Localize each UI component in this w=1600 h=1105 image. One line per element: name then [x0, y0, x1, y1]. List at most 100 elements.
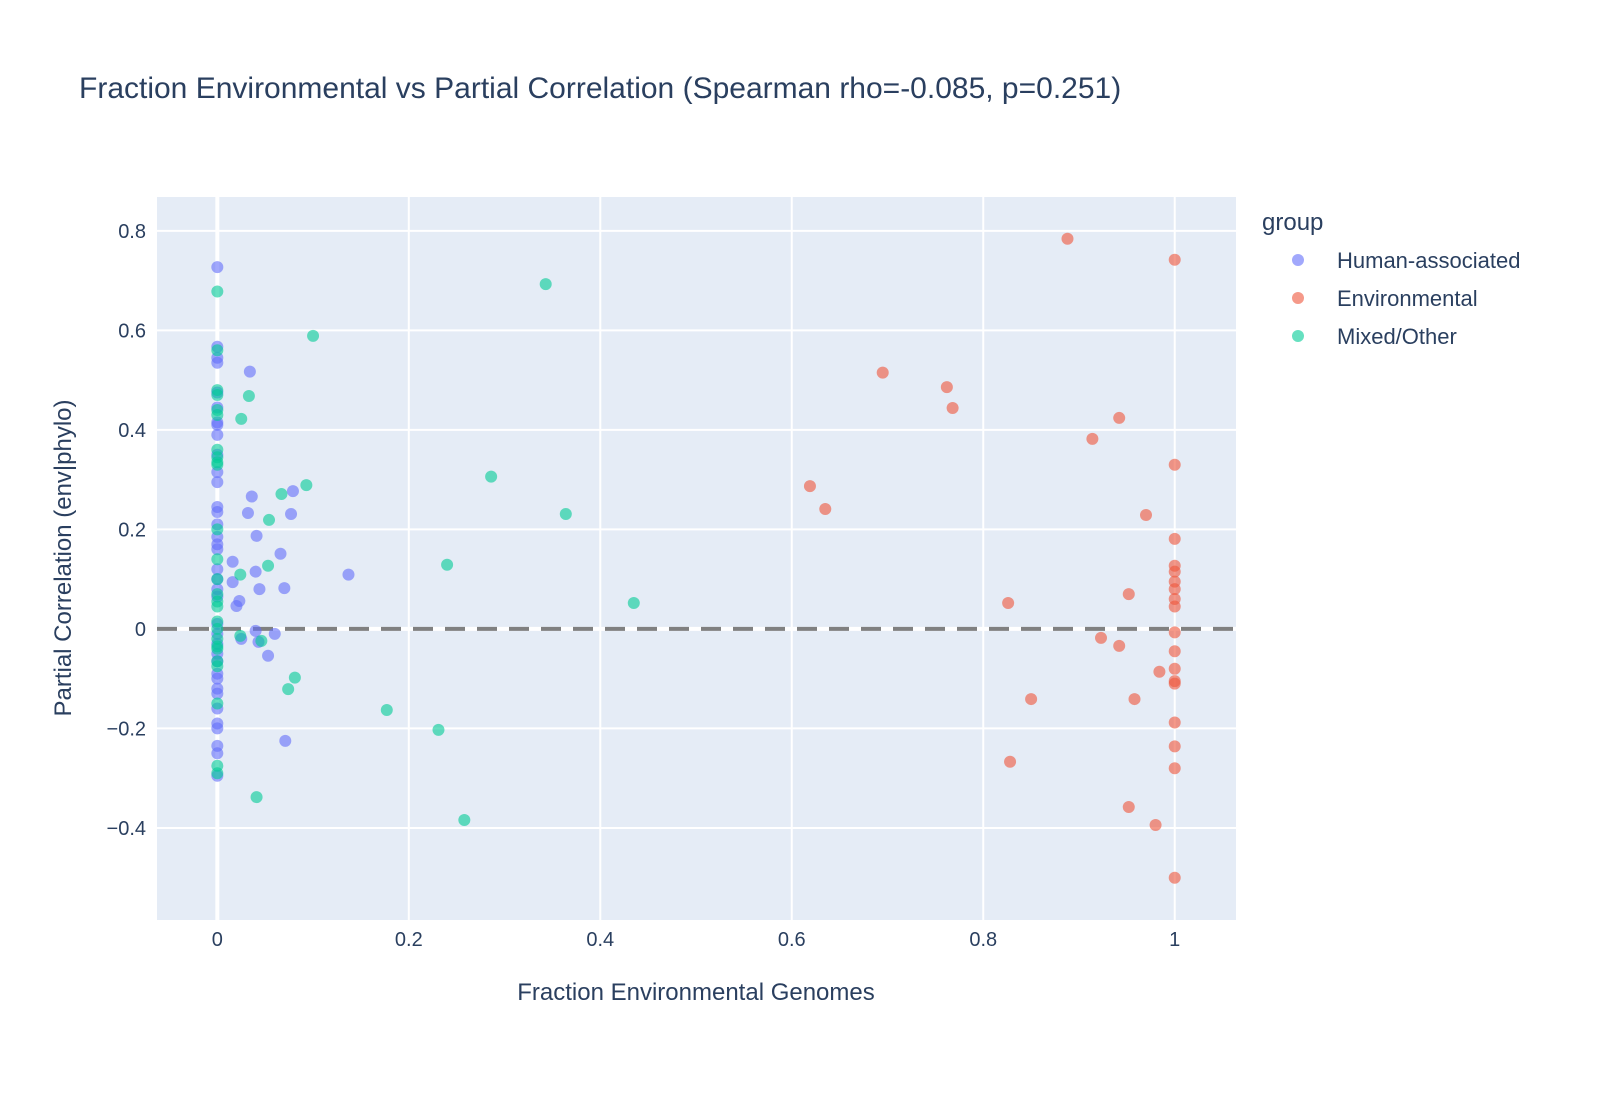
data-point[interactable] [274, 547, 287, 560]
data-point[interactable] [250, 529, 263, 542]
data-point[interactable] [803, 480, 816, 493]
data-point[interactable] [230, 600, 243, 613]
data-point[interactable] [253, 583, 266, 596]
data-point[interactable] [876, 366, 889, 379]
data-point[interactable] [1168, 662, 1181, 675]
data-point[interactable] [255, 634, 268, 647]
data-point[interactable] [268, 627, 281, 640]
data-point[interactable] [1168, 871, 1181, 884]
data-point[interactable] [211, 553, 224, 566]
data-point[interactable] [211, 672, 224, 685]
data-point[interactable] [262, 649, 275, 662]
data-point[interactable] [1168, 740, 1181, 753]
data-point[interactable] [211, 476, 224, 489]
legend-item[interactable]: Mixed/Other [1292, 324, 1457, 349]
data-point[interactable] [940, 381, 953, 394]
data-point[interactable] [1168, 716, 1181, 729]
data-point[interactable] [1149, 818, 1162, 831]
data-point[interactable] [1002, 597, 1015, 610]
data-point[interactable] [279, 734, 292, 747]
data-point[interactable] [441, 558, 454, 571]
data-point[interactable] [211, 356, 224, 369]
data-point[interactable] [211, 344, 224, 357]
data-point[interactable] [288, 671, 301, 684]
data-point[interactable] [249, 565, 262, 578]
data-point[interactable] [432, 723, 445, 736]
data-point[interactable] [243, 365, 256, 378]
data-point[interactable] [211, 523, 224, 536]
data-point[interactable] [234, 568, 247, 581]
data-point[interactable] [380, 704, 393, 717]
data-point[interactable] [250, 791, 263, 804]
data-point[interactable] [211, 285, 224, 298]
data-point[interactable] [275, 488, 288, 501]
data-point[interactable] [1122, 588, 1135, 601]
data-point[interactable] [211, 642, 224, 655]
data-point[interactable] [211, 563, 224, 576]
legend-item[interactable]: Human-associated [1292, 248, 1520, 273]
data-point[interactable] [211, 622, 224, 635]
data-point[interactable] [1086, 432, 1099, 445]
data-point[interactable] [627, 597, 640, 610]
data-point[interactable] [262, 559, 275, 572]
data-point[interactable] [211, 505, 224, 518]
data-point[interactable] [242, 390, 255, 403]
data-point[interactable] [1095, 631, 1108, 644]
data-point[interactable] [211, 428, 224, 441]
data-point[interactable] [1168, 532, 1181, 545]
data-point[interactable] [211, 418, 224, 431]
data-point[interactable] [1128, 693, 1141, 706]
data-point[interactable] [539, 278, 552, 291]
data-point[interactable] [226, 576, 239, 589]
data-point[interactable] [211, 261, 224, 274]
data-point[interactable] [819, 502, 832, 515]
data-point[interactable] [211, 573, 224, 586]
data-point[interactable] [1113, 411, 1126, 424]
data-point[interactable] [342, 568, 355, 581]
data-point[interactable] [1168, 565, 1181, 578]
data-point[interactable] [307, 329, 320, 342]
data-point[interactable] [211, 747, 224, 760]
data-point[interactable] [1168, 645, 1181, 658]
data-point[interactable] [1122, 801, 1135, 814]
data-point[interactable] [1025, 693, 1038, 706]
data-point[interactable] [1168, 677, 1181, 690]
data-point[interactable] [458, 813, 471, 826]
data-point[interactable] [211, 543, 224, 556]
data-point[interactable] [211, 458, 224, 471]
data-point[interactable] [226, 555, 239, 568]
data-point[interactable] [1113, 639, 1126, 652]
data-point[interactable] [211, 697, 224, 710]
data-point[interactable] [234, 629, 247, 642]
data-point[interactable] [1168, 458, 1181, 471]
data-point[interactable] [1168, 253, 1181, 266]
data-point[interactable] [946, 401, 959, 414]
data-point[interactable] [211, 687, 224, 700]
data-point[interactable] [211, 767, 224, 780]
data-point[interactable] [211, 660, 224, 673]
data-point[interactable] [1168, 600, 1181, 613]
data-point[interactable] [249, 624, 262, 637]
data-point[interactable] [1168, 583, 1181, 596]
data-point[interactable] [285, 507, 298, 520]
data-point[interactable] [278, 582, 291, 595]
data-point[interactable] [282, 683, 295, 696]
data-point[interactable] [211, 600, 224, 613]
data-point[interactable] [241, 506, 254, 519]
data-point[interactable] [263, 513, 276, 526]
data-point[interactable] [300, 479, 313, 492]
data-point[interactable] [211, 389, 224, 402]
data-point[interactable] [485, 470, 498, 483]
data-point[interactable] [235, 412, 248, 425]
data-point[interactable] [211, 408, 224, 421]
data-point[interactable] [245, 490, 258, 503]
data-point[interactable] [211, 722, 224, 735]
data-point[interactable] [286, 485, 299, 498]
legend-item[interactable]: Environmental [1292, 286, 1478, 311]
data-point[interactable] [1140, 508, 1153, 521]
data-point[interactable] [1168, 762, 1181, 775]
data-point[interactable] [1153, 665, 1166, 678]
data-point[interactable] [1061, 232, 1074, 245]
data-point[interactable] [1004, 755, 1017, 768]
data-point[interactable] [559, 507, 572, 520]
